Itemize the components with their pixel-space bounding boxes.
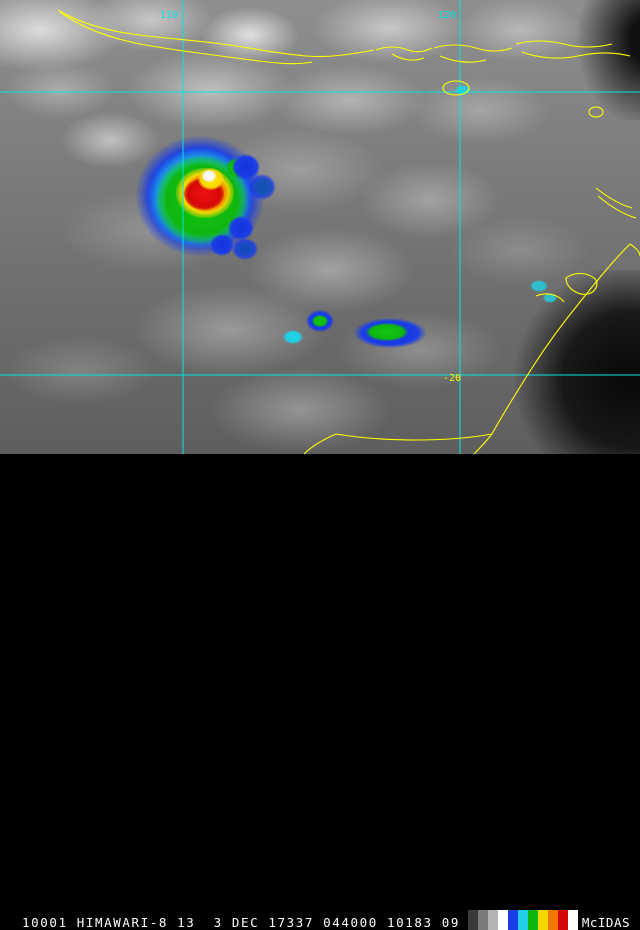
convective-cell <box>312 315 328 327</box>
dark-ocean-region-east <box>570 0 640 120</box>
colorbar-swatch <box>537 910 548 930</box>
colorbar-swatch <box>567 910 578 930</box>
colorbar-swatch <box>497 910 508 930</box>
coastlines <box>57 9 640 454</box>
lat-lon-grid <box>0 0 640 454</box>
convective-cell <box>232 238 258 260</box>
lon-label-110: 110 <box>160 10 178 21</box>
enhancement-colorbar <box>458 910 578 930</box>
colorbar-swatch <box>557 910 568 930</box>
colorbar-swatch <box>547 910 558 930</box>
convective-cell <box>530 280 548 292</box>
convective-cell <box>366 323 408 341</box>
dark-ocean-region-southeast <box>500 270 640 454</box>
convective-cell <box>283 330 303 344</box>
convective-cell <box>248 174 276 200</box>
colorbar-swatch <box>477 910 488 930</box>
storm-core-enhanced <box>136 136 270 262</box>
colorbar-swatch <box>487 910 498 930</box>
colorbar-swatch <box>458 910 468 930</box>
convective-cell <box>543 293 557 303</box>
lat-label-20s: -20 <box>443 373 461 384</box>
software-label: McIDAS <box>581 915 630 930</box>
lon-label-120: 120 <box>438 10 456 21</box>
colorbar-swatch <box>467 910 478 930</box>
colorbar-swatch <box>527 910 538 930</box>
colorbar-swatch <box>507 910 518 930</box>
status-bar: 10001 HIMAWARI-8 13 3 DEC 17337 044000 1… <box>0 454 640 930</box>
satellite-image-canvas: 110 120 -20 <box>0 0 640 454</box>
colorbar-swatch <box>517 910 528 930</box>
convective-cell <box>455 85 471 95</box>
map-overlay: 110 120 -20 <box>0 0 640 454</box>
